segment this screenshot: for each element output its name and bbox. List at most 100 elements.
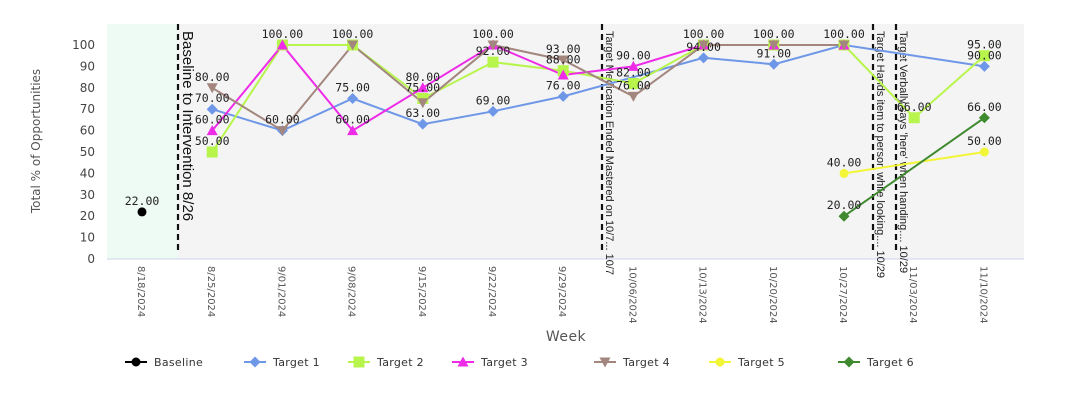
series-line: [211, 43, 844, 132]
phase-label: Target Hands item to person while lookin…: [874, 31, 886, 278]
data-point: [347, 40, 359, 51]
data-point: [557, 55, 569, 66]
data-label: 90.00: [616, 48, 651, 62]
phase-label: Target Verbally says 'here' when handing…: [897, 31, 909, 273]
y-tick-label: 20: [80, 209, 95, 223]
data-label: 91.00: [756, 46, 791, 60]
legend-label: Target 3: [480, 356, 528, 369]
data-point: [768, 58, 780, 70]
data-point: [206, 146, 218, 158]
y-tick-label: 60: [80, 124, 95, 138]
data-point: [627, 60, 639, 71]
data-point: [627, 91, 639, 102]
x-tick-label: 8/25/2024: [205, 266, 216, 317]
x-tick-label: 8/18/2024: [135, 266, 146, 317]
data-point: [978, 60, 990, 72]
legend-label: Target 6: [866, 356, 914, 369]
data-point: [206, 83, 218, 94]
y-tick-label: 10: [80, 231, 95, 245]
data-label: 75.00: [405, 81, 440, 95]
data-point: [137, 207, 147, 217]
data-point: [487, 56, 499, 68]
legend-label: Target 2: [376, 356, 424, 369]
data-label: 93.00: [546, 42, 581, 56]
data-label: 92.00: [476, 44, 511, 58]
data-label: 94.00: [686, 40, 721, 54]
y-tick-label: 30: [80, 188, 95, 202]
x-tick-label: 10/20/2024: [767, 266, 778, 324]
data-label: 95.00: [967, 38, 1002, 52]
baseline-region: [107, 24, 178, 259]
data-point: [487, 105, 499, 117]
x-axis-label: Week: [546, 329, 587, 345]
y-axis-label: Total % of Opportunities: [29, 69, 43, 214]
data-label: 80.00: [405, 70, 440, 84]
data-point: [627, 78, 639, 90]
legend-label: Target 1: [272, 356, 320, 369]
data-label: 70.00: [195, 91, 230, 105]
data-point: [347, 125, 359, 136]
plot-background: [107, 24, 1024, 259]
x-tick-label: 9/22/2024: [486, 266, 497, 317]
data-point: [206, 125, 218, 136]
series-line: [211, 43, 985, 132]
y-tick-label: 80: [80, 81, 95, 95]
y-tick-label: 0: [87, 252, 95, 266]
x-tick-label: 11/03/2024: [907, 266, 918, 324]
data-label: 76.00: [616, 78, 651, 92]
data-label: 60.00: [335, 113, 370, 127]
legend-swatch-marker: [457, 356, 469, 367]
data-point: [557, 69, 569, 80]
data-point: [978, 50, 990, 62]
data-label: 80.00: [195, 70, 230, 84]
y-tick-label: 40: [80, 166, 95, 180]
data-label: 66.00: [967, 100, 1002, 114]
data-point: [839, 168, 849, 178]
data-label: 75.00: [335, 81, 370, 95]
data-point: [698, 40, 710, 51]
data-label: 100.00: [823, 27, 865, 41]
x-tick-label: 10/27/2024: [837, 266, 848, 324]
series-markers: [137, 39, 990, 222]
data-point: [276, 126, 288, 137]
data-label: 82.00: [616, 66, 651, 80]
data-label: 69.00: [476, 93, 511, 107]
x-tick-label: 10/13/2024: [697, 266, 708, 324]
data-label: 88.00: [546, 53, 581, 67]
series-line: [843, 116, 985, 218]
data-label: 100.00: [753, 27, 795, 41]
data-point: [487, 40, 499, 51]
data-label: 50.00: [195, 134, 230, 148]
x-tick-label: 9/01/2024: [275, 266, 286, 317]
data-point: [838, 210, 850, 222]
data-label: 20.00: [827, 198, 862, 212]
data-label: 40.00: [827, 155, 862, 169]
legend-label: Target 5: [737, 356, 785, 369]
y-tick-label: 70: [80, 102, 95, 116]
legend-swatch-marker: [843, 356, 855, 368]
legend-label: Baseline: [154, 356, 203, 369]
x-tick-label: 9/15/2024: [416, 266, 427, 317]
data-point: [417, 118, 429, 130]
data-label: 60.00: [265, 113, 300, 127]
y-axis-ticks: 0 10 20 30 40 50 60 70 80 90 100: [72, 38, 95, 266]
legend-label: Target 4: [622, 356, 670, 369]
data-point: [276, 39, 288, 50]
data-point: [698, 52, 710, 64]
data-point: [347, 93, 359, 104]
legend: Baseline Target 1 Target 2 Target 3 Target 4…: [125, 356, 914, 369]
data-point: [768, 40, 780, 51]
x-tick-label: 11/10/2024: [977, 266, 988, 324]
data-labels: 22.00 70.00 50.00 60.00 80.00 100.00 60.00 100.…: [125, 27, 1002, 212]
data-label: 100.00: [683, 27, 725, 41]
data-point: [838, 40, 850, 51]
legend-swatch-marker: [715, 357, 725, 367]
series-lines: [211, 43, 986, 218]
data-label: 63.00: [405, 106, 440, 120]
data-label: 50.00: [967, 134, 1002, 148]
legend-swatch-marker: [249, 356, 261, 368]
data-point: [417, 82, 429, 93]
data-label: 100.00: [472, 27, 514, 41]
